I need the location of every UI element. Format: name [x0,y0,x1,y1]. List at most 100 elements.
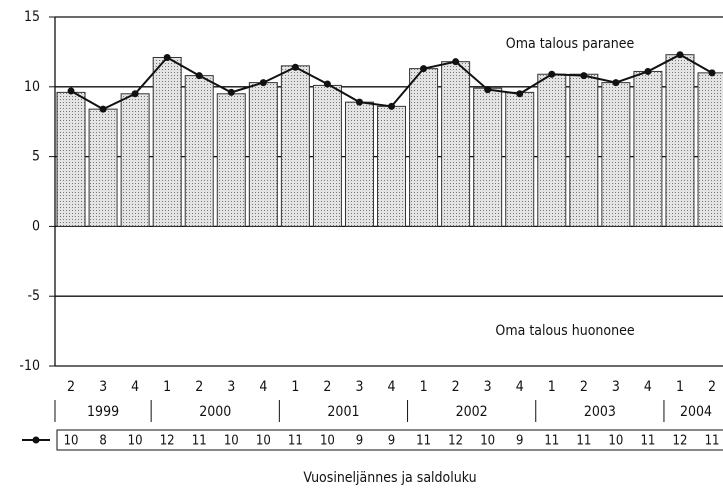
point [612,79,620,87]
bar [569,73,599,227]
table-value: 10 [224,434,239,449]
table-value: 11 [416,434,431,449]
x-tick-label: 3 [99,379,107,395]
point [580,72,588,80]
x-tick-label: 3 [227,379,235,395]
x-tick-label: 4 [644,379,652,395]
x-tick-label: 4 [259,379,267,395]
table-value: 11 [576,434,591,449]
table-value: 12 [160,434,175,449]
year-label: 2003 [584,404,616,420]
x-tick-label: 3 [355,379,363,395]
bar [152,56,182,227]
annotation: Oma talous paranee [506,36,635,52]
bar [409,68,439,227]
bar [505,91,535,227]
table-value: 11 [192,434,207,449]
year-label: 2001 [327,404,359,420]
table-box [56,429,723,451]
table-value: 11 [705,434,720,449]
x-tick-label: 2 [452,379,460,395]
x-tick-label: 2 [708,379,716,395]
x-tick-label: 1 [548,379,556,395]
table-value: 9 [356,434,363,449]
bar [601,82,631,227]
x-axis-label: Vuosineljännes ja saldoluku [303,470,476,486]
bar [441,61,471,227]
year-label: 2002 [456,404,488,420]
point [548,70,556,78]
y-tick-label: -10 [19,358,40,374]
bar [665,54,695,227]
x-tick-label: 2 [580,379,588,395]
point [420,65,428,73]
year-label: 2000 [199,404,231,420]
bar [280,65,310,227]
point [67,87,75,95]
bar [248,82,278,227]
bar [697,72,723,227]
x-tick-label: 2 [195,379,203,395]
table-value: 10 [608,434,623,449]
x-tick-label: 3 [484,379,492,395]
point [388,102,396,110]
point [227,88,235,96]
year-label: 1999 [87,404,119,420]
y-tick-label: -5 [27,288,40,304]
bar [120,93,150,227]
point [676,51,684,59]
point [259,79,267,87]
table-value: 11 [288,434,303,449]
x-tick-label: 2 [323,379,331,395]
point [644,67,652,75]
legend-point [32,436,40,444]
table-value: 9 [516,434,523,449]
y-tick-label: 0 [32,218,40,234]
y-tick-label: 5 [32,149,40,165]
x-tick-label: 1 [291,379,299,395]
point [131,90,139,98]
point [355,98,363,106]
table-value: 10 [64,434,79,449]
x-tick-label: 4 [388,379,396,395]
bar [344,101,374,227]
x-tick-label: 1 [676,379,684,395]
point [484,86,492,94]
point [516,90,524,98]
bar [216,93,246,227]
x-tick-label: 4 [516,379,524,395]
annotation: Oma talous huononee [495,323,634,339]
y-tick-label: 15 [24,9,40,25]
point [195,72,203,80]
x-tick-label: 1 [420,379,428,395]
bar [312,84,342,227]
bar [537,73,567,227]
table-value: 11 [640,434,655,449]
bar [56,91,86,227]
bar [88,108,118,227]
x-tick-label: 4 [131,379,139,395]
x-tick-label: 3 [612,379,620,395]
table-value: 12 [448,434,463,449]
point [452,58,460,66]
bar [377,105,407,227]
table-value: 10 [256,434,271,449]
point [708,69,716,77]
bar [184,75,214,227]
table-value: 8 [99,434,106,449]
point [291,63,299,71]
point [99,105,107,113]
x-tick-label: 1 [163,379,171,395]
table-value: 10 [320,434,335,449]
table-value: 12 [673,434,688,449]
table-value: 11 [544,434,559,449]
point [163,53,171,61]
table-value: 9 [388,434,395,449]
table-value: 10 [480,434,495,449]
table-value: 10 [128,434,143,449]
bar [633,70,663,227]
year-label: 2004 [680,404,712,420]
y-tick-label: 10 [24,79,40,95]
point [323,80,331,88]
